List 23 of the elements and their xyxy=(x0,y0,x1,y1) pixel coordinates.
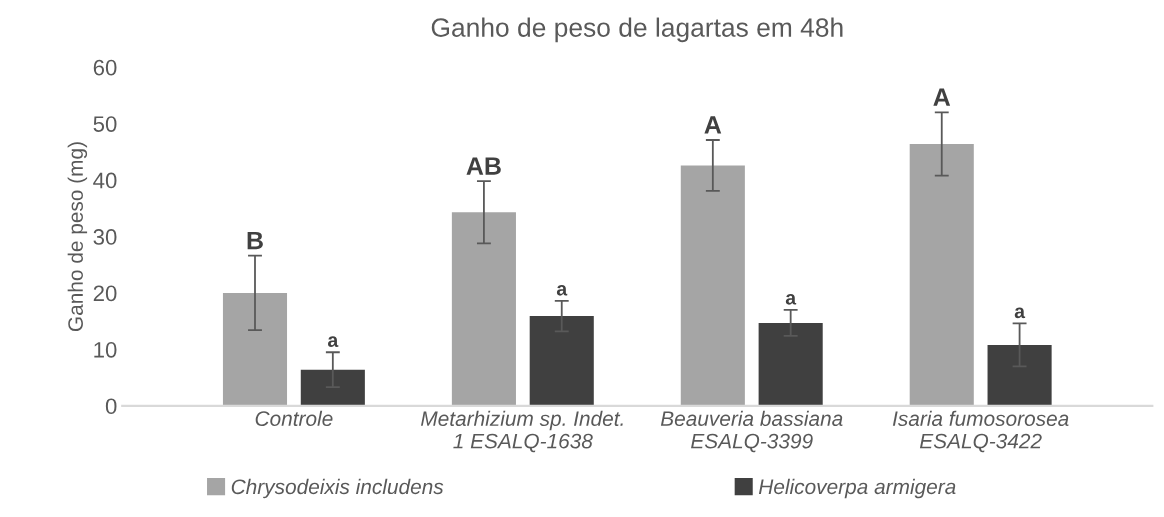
y-tick-label: 50 xyxy=(93,116,117,132)
y-tick-label: 20 xyxy=(93,285,117,302)
x-tick-label: Metarhizium sp. Indet. 1 ESALQ-1638 xyxy=(421,410,623,453)
y-tick-label: 10 xyxy=(94,341,117,358)
annotation: A xyxy=(704,116,722,134)
y-tick-label: 40 xyxy=(93,172,117,189)
annotation: a xyxy=(327,336,339,347)
chart-title: Ganho de peso de lagartas em 48h xyxy=(431,17,843,43)
annotation: a xyxy=(1014,307,1026,319)
x-tick-label: Isaria fumosorosea ESALQ-3422 xyxy=(892,410,1069,453)
legend-label: Chrysodeixis includens xyxy=(231,478,444,499)
annotation: AB xyxy=(466,157,501,175)
legend-label: Helicoverpa armigera xyxy=(758,478,956,499)
annotation: a xyxy=(556,284,568,296)
y-tick-label: 30 xyxy=(93,229,117,245)
annotation: B xyxy=(247,231,263,250)
annotation: A xyxy=(933,88,951,106)
y-axis-title: Ganho de peso (mg) xyxy=(67,142,88,332)
x-tick-label: Beauveria bassiana ESALQ-3399 xyxy=(660,410,843,453)
y-tick-label: 0 xyxy=(105,398,117,415)
y-tick-label: 60 xyxy=(93,59,117,76)
annotation: a xyxy=(785,294,797,305)
x-tick-label: Controle xyxy=(255,410,333,427)
